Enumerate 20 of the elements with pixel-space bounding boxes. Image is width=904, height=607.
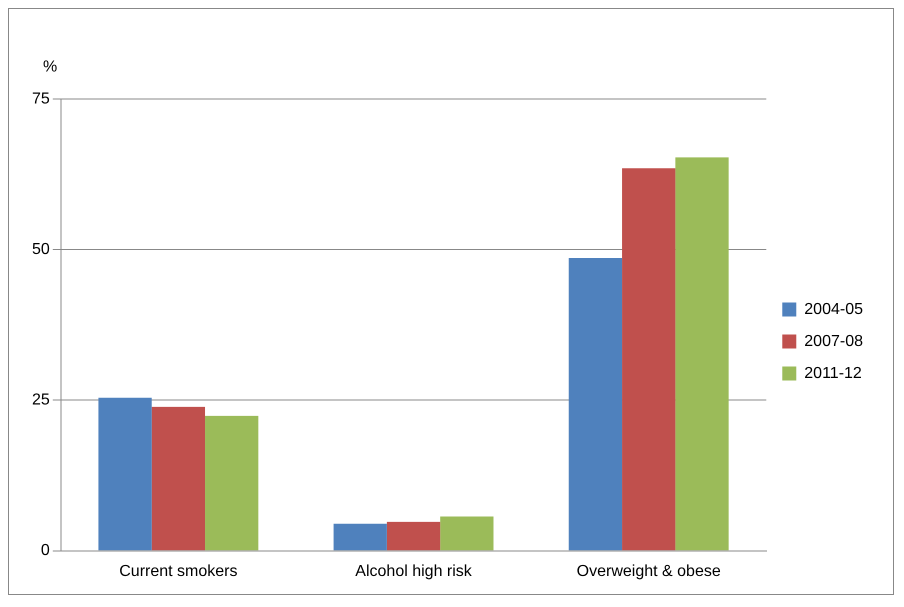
x-tick-label: Overweight & obese (576, 562, 721, 580)
bar (386, 522, 440, 550)
x-tick-label: Alcohol high risk (355, 562, 473, 580)
bar (568, 258, 622, 550)
bar (440, 516, 494, 550)
legend-label: 2011-12 (804, 364, 862, 382)
legend-label: 2004-05 (804, 300, 864, 318)
y-tick-label: 0 (40, 542, 50, 560)
bar (675, 157, 729, 550)
y-axis-title: % (43, 58, 58, 76)
bar (152, 406, 206, 550)
y-tick-label: 25 (32, 392, 50, 409)
bar (98, 398, 152, 550)
y-tick-label: 50 (32, 241, 50, 258)
y-tick-label: 75 (32, 90, 50, 108)
bar (622, 168, 676, 550)
bar (205, 416, 258, 550)
legend-label: 2007-08 (804, 332, 864, 350)
bar (334, 524, 387, 550)
x-tick-label: Current smokers (119, 562, 238, 580)
